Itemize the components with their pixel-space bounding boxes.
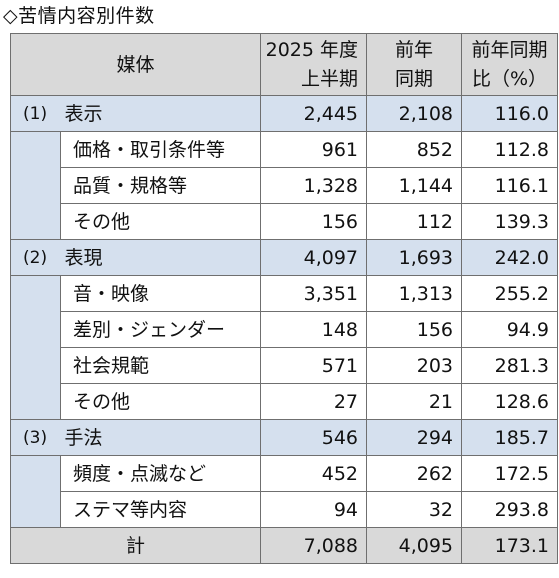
item-ratio: 255.2 — [461, 275, 559, 312]
item-current: 156 — [260, 203, 368, 240]
item-label: 品質・規格等 — [59, 167, 262, 204]
item-prev: 156 — [366, 311, 463, 348]
header-current: 2025 年度 上半期 — [260, 33, 368, 96]
item-prev: 21 — [366, 383, 463, 420]
header-row: 媒体 2025 年度 上半期 前年 同期 前年同期 比（%） — [9, 33, 559, 96]
item-label: その他 — [59, 203, 262, 240]
item-label: 社会規範 — [59, 347, 262, 384]
item-label: 音・映像 — [59, 275, 262, 312]
group-spacer — [10, 275, 61, 312]
group-prev: 2,108 — [366, 95, 463, 132]
total-current: 7,088 — [260, 527, 368, 564]
group-spacer — [10, 203, 61, 240]
group-spacer — [10, 491, 61, 528]
group-number: (2) — [10, 239, 61, 276]
group-spacer — [10, 311, 61, 348]
total-prev: 4,095 — [366, 527, 463, 564]
table-row: その他 27 21 128.6 — [10, 383, 559, 420]
group-row: (3) 手法 546 294 185.7 — [10, 419, 559, 456]
header-prev-line1: 前年 — [395, 38, 434, 61]
item-label: 頻度・点滅など — [59, 455, 262, 492]
table-row: 音・映像 3,351 1,313 255.2 — [10, 275, 559, 312]
group-ratio: 242.0 — [461, 239, 559, 276]
group-spacer — [10, 455, 61, 492]
item-ratio: 281.3 — [461, 347, 559, 384]
group-label: 手法 — [60, 419, 262, 456]
total-ratio: 173.1 — [461, 527, 559, 564]
item-prev: 203 — [366, 347, 463, 384]
group-current: 4,097 — [260, 239, 368, 276]
group-ratio: 116.0 — [461, 95, 559, 132]
item-current: 1,328 — [260, 167, 368, 204]
group-current: 546 — [260, 419, 368, 456]
group-spacer — [10, 347, 61, 384]
table-row: 差別・ジェンダー 148 156 94.9 — [10, 311, 559, 348]
item-current: 3,351 — [260, 275, 368, 312]
header-current-line2: 上半期 — [301, 67, 359, 90]
table-row: 品質・規格等 1,328 1,144 116.1 — [10, 167, 559, 204]
group-number: (1) — [10, 95, 61, 132]
header-prev-line2: 同期 — [395, 67, 434, 90]
item-prev: 32 — [366, 491, 463, 528]
group-prev: 294 — [366, 419, 463, 456]
item-prev: 112 — [366, 203, 463, 240]
item-ratio: 293.8 — [461, 491, 559, 528]
item-ratio: 172.5 — [461, 455, 559, 492]
item-current: 961 — [260, 131, 368, 168]
item-current: 452 — [260, 455, 368, 492]
item-ratio: 116.1 — [461, 167, 559, 204]
header-media: 媒体 — [9, 33, 262, 96]
item-prev: 1,144 — [366, 167, 463, 204]
group-spacer — [10, 167, 61, 204]
item-prev: 1,313 — [366, 275, 463, 312]
group-prev: 1,693 — [366, 239, 463, 276]
header-ratio: 前年同期 比（%） — [461, 33, 559, 96]
group-row: (2) 表現 4,097 1,693 242.0 — [10, 239, 559, 276]
group-label: 表現 — [60, 239, 262, 276]
table-row: その他 156 112 139.3 — [10, 203, 559, 240]
item-ratio: 94.9 — [461, 311, 559, 348]
item-current: 27 — [260, 383, 368, 420]
header-prev: 前年 同期 — [366, 33, 463, 96]
item-ratio: 128.6 — [461, 383, 559, 420]
header-current-line1: 2025 年度 — [265, 38, 359, 61]
header-ratio-line2: 比（%） — [471, 67, 548, 90]
group-number: (3) — [10, 419, 61, 456]
total-label: 計 — [9, 527, 262, 564]
item-current: 571 — [260, 347, 368, 384]
table-row: ステマ等内容 94 32 293.8 — [10, 491, 559, 528]
group-spacer — [10, 383, 61, 420]
group-spacer — [10, 131, 61, 168]
table-row: 社会規範 571 203 281.3 — [10, 347, 559, 384]
group-ratio: 185.7 — [461, 419, 559, 456]
group-label: 表示 — [60, 95, 262, 132]
item-current: 94 — [260, 491, 368, 528]
item-label: 差別・ジェンダー — [59, 311, 262, 348]
table-row: 価格・取引条件等 961 852 112.8 — [10, 131, 559, 168]
item-ratio: 139.3 — [461, 203, 559, 240]
item-current: 148 — [260, 311, 368, 348]
group-current: 2,445 — [260, 95, 368, 132]
item-label: その他 — [59, 383, 262, 420]
item-prev: 852 — [366, 131, 463, 168]
complaints-table: 媒体 2025 年度 上半期 前年 同期 前年同期 比（%） (1) 表示 2,44… — [9, 33, 559, 564]
group-row: (1) 表示 2,445 2,108 116.0 — [10, 95, 559, 132]
total-row: 計 7,088 4,095 173.1 — [9, 527, 559, 564]
item-label: ステマ等内容 — [59, 491, 262, 528]
page-title: ◇苦情内容別件数 — [3, 5, 155, 27]
item-label: 価格・取引条件等 — [59, 131, 262, 168]
item-prev: 262 — [366, 455, 463, 492]
item-ratio: 112.8 — [461, 131, 559, 168]
table-row: 頻度・点滅など 452 262 172.5 — [10, 455, 559, 492]
header-ratio-line1: 前年同期 — [471, 38, 548, 61]
